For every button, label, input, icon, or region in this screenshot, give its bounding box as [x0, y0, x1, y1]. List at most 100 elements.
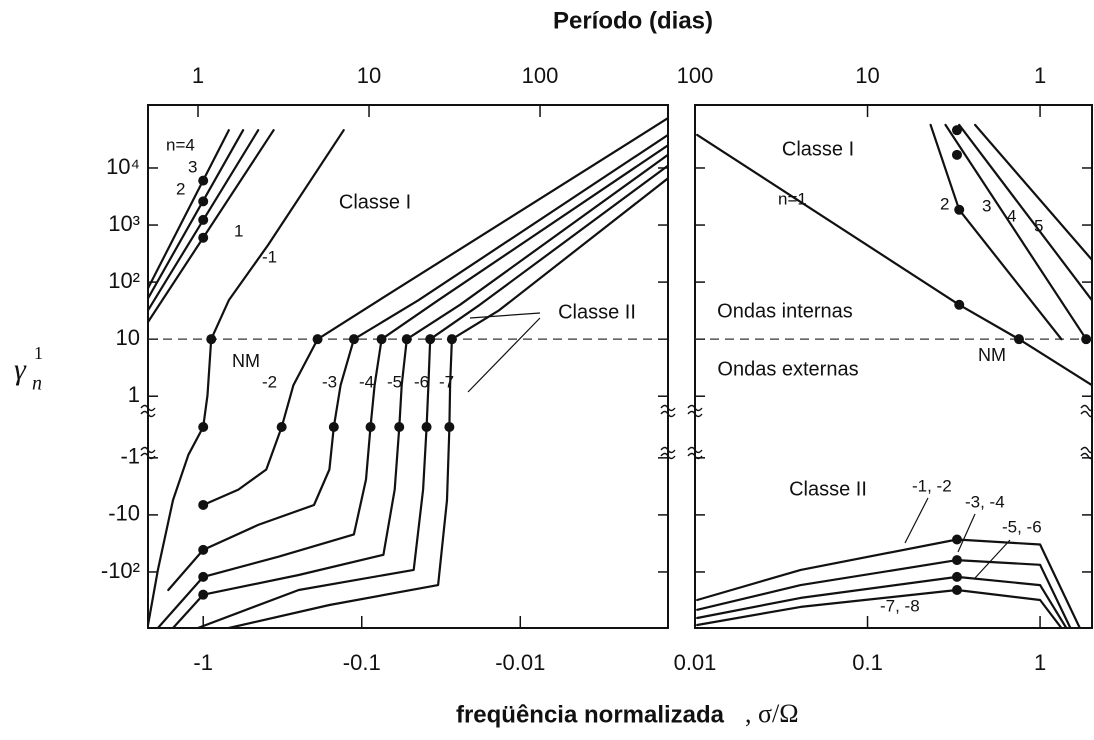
leader-line — [974, 539, 1011, 579]
series-label: 5 — [1034, 216, 1043, 235]
annotation: NM — [978, 345, 1006, 365]
panel-frame — [694, 104, 1093, 629]
leader-line — [904, 497, 929, 544]
dot — [951, 584, 962, 595]
curve — [944, 123, 1088, 341]
curve — [958, 123, 1092, 302]
series-label: 3 — [188, 157, 197, 176]
dot — [401, 334, 412, 345]
dot — [198, 214, 209, 225]
series-label: -3 — [322, 372, 337, 391]
series-label: -2 — [262, 372, 277, 391]
axis-breaks — [140, 404, 1093, 460]
series-label: 2 — [176, 179, 185, 198]
series-label: -3, -4 — [965, 492, 1005, 511]
dot — [198, 499, 209, 510]
leader-line — [469, 312, 541, 319]
y-axis-label: γ n 1 — [14, 343, 43, 394]
leader-lines — [467, 312, 1011, 579]
dot — [198, 544, 209, 555]
series-label: n=1 — [778, 189, 807, 208]
dot — [446, 334, 457, 345]
plot-area — [695, 123, 1092, 628]
annotation: Classe II — [789, 478, 867, 500]
dot — [425, 334, 436, 345]
dot — [198, 571, 209, 582]
dot — [365, 422, 376, 433]
x2-tick-label: 1 — [192, 63, 204, 88]
axis-break — [687, 404, 703, 460]
y-tick-label: 1 — [128, 382, 140, 407]
curve — [148, 129, 230, 290]
dot — [954, 204, 965, 215]
dot — [376, 334, 387, 345]
y-tick-label: -10 — [108, 501, 140, 526]
x-tick-label: -0.01 — [495, 650, 545, 675]
curve — [171, 153, 668, 628]
dot — [348, 334, 359, 345]
dot — [276, 422, 287, 433]
dot — [198, 589, 209, 600]
annotation: Ondas externas — [717, 358, 858, 380]
annotations: Classe I Classe II NM Classe I Ondas int… — [232, 138, 1006, 500]
x-tick-label: -1 — [193, 650, 213, 675]
dot — [198, 232, 209, 243]
series-label: -7, -8 — [880, 596, 920, 615]
curve — [148, 129, 245, 300]
x2-tick-label: 1 — [1034, 63, 1046, 88]
curve — [973, 123, 1092, 261]
curve — [696, 133, 1092, 387]
dot — [394, 422, 405, 433]
x-axis-symbol: , σ/Ω — [745, 699, 799, 728]
y-label-sup: 1 — [34, 343, 43, 363]
dot — [328, 422, 339, 433]
series-label: n=4 — [166, 135, 195, 154]
dot — [951, 571, 962, 582]
series-label: -1, -2 — [912, 476, 952, 495]
series-label: -1 — [262, 247, 277, 266]
dot — [421, 422, 432, 433]
dot — [206, 334, 217, 345]
dot — [444, 422, 455, 433]
curve — [167, 133, 668, 592]
plot-area — [148, 116, 668, 628]
series-labels: n=4 3 2 1 -1 -2 -3 -4 -5 -6 -7 n=1 2 3 4… — [166, 135, 1043, 615]
series-label: -5, -6 — [1002, 517, 1042, 536]
annotation: Classe I — [782, 138, 854, 160]
axis-break — [660, 404, 676, 460]
dot — [954, 299, 965, 310]
dot — [1081, 334, 1092, 345]
x-tick-label: 0.01 — [674, 650, 717, 675]
annotation: Ondas internas — [717, 300, 853, 322]
series-label: -5 — [387, 372, 402, 391]
dot — [951, 534, 962, 545]
series-label: 1 — [234, 221, 243, 240]
dot — [198, 196, 209, 207]
series-label: -6 — [414, 372, 429, 391]
y-tick-label: 10³ — [108, 211, 140, 236]
curve — [202, 116, 668, 507]
x-axis-label: freqüência normalizada — [456, 701, 725, 728]
leader-line — [957, 513, 976, 553]
y-label-symbol: γ — [14, 353, 27, 386]
dot — [951, 149, 962, 160]
x2-tick-label: 10 — [357, 63, 381, 88]
x2-tick-label: 100 — [677, 63, 714, 88]
y-label-sub: n — [32, 373, 42, 395]
y-tick-label: 10 — [116, 325, 140, 350]
dot — [951, 555, 962, 566]
x2-tick-label: 100 — [522, 63, 559, 88]
panel-frame — [147, 104, 669, 629]
leader-line — [467, 317, 541, 393]
curve — [148, 129, 275, 324]
series-label: 4 — [1007, 206, 1016, 225]
curve — [227, 177, 668, 628]
dot — [312, 334, 323, 345]
annotation: NM — [232, 351, 260, 371]
series-label: -7 — [439, 372, 454, 391]
dot — [951, 125, 962, 136]
dot — [198, 422, 209, 433]
series-label: 2 — [940, 194, 949, 213]
y-tick-label: -10² — [101, 558, 140, 583]
